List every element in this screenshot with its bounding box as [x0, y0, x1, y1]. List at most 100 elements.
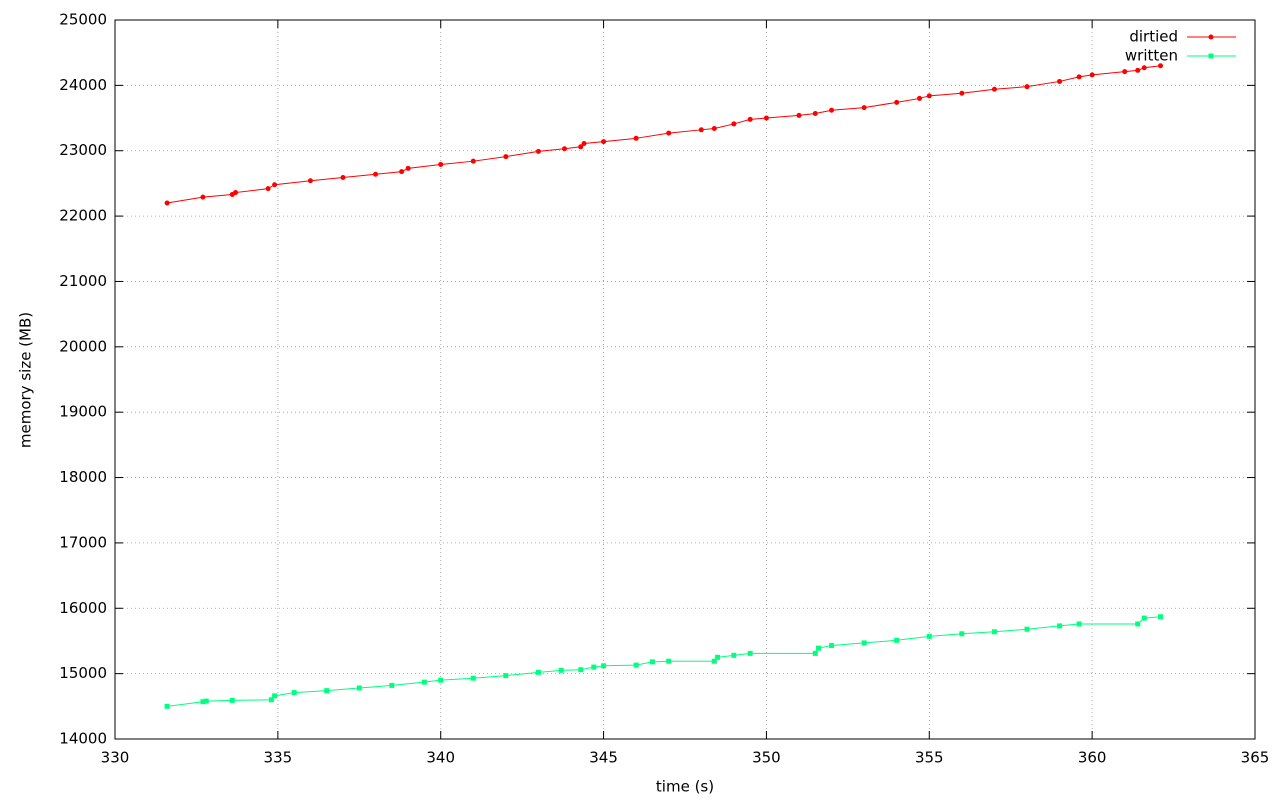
x-tick-label: 330 — [101, 749, 130, 767]
point — [711, 126, 717, 132]
point — [558, 667, 564, 673]
point — [698, 127, 704, 133]
point — [861, 105, 867, 111]
x-tick-label: 335 — [264, 749, 293, 767]
x-axis-label: time (s) — [656, 778, 714, 796]
point — [1076, 621, 1082, 627]
y-tick-label: 15000 — [59, 664, 107, 682]
point — [1089, 72, 1095, 78]
point — [1141, 615, 1147, 621]
legend-label: dirtied — [1129, 28, 1178, 46]
point — [399, 169, 405, 175]
point — [715, 654, 721, 660]
point — [272, 693, 278, 699]
point — [829, 107, 835, 113]
point — [959, 631, 965, 637]
point — [666, 658, 672, 664]
point — [470, 158, 476, 164]
point — [229, 697, 235, 703]
point — [796, 112, 802, 118]
point — [812, 110, 818, 116]
point — [340, 175, 346, 181]
y-tick-label: 17000 — [59, 533, 107, 551]
point — [373, 171, 379, 177]
point — [272, 182, 278, 188]
x-tick-label: 350 — [752, 749, 781, 767]
point — [438, 677, 444, 683]
y-tick-label: 19000 — [59, 403, 107, 421]
point — [1057, 623, 1063, 629]
point — [307, 178, 313, 184]
point — [578, 667, 584, 673]
point — [405, 165, 411, 171]
point — [1024, 626, 1030, 632]
y-axis-label: memory size (MB) — [17, 312, 35, 448]
point — [200, 699, 206, 705]
point — [1122, 69, 1128, 75]
y-tick-label: 21000 — [59, 272, 107, 290]
point — [535, 148, 541, 154]
point — [601, 139, 607, 145]
point — [926, 93, 932, 99]
y-tick-label: 23000 — [59, 141, 107, 159]
y-tick-label: 22000 — [59, 207, 107, 225]
y-tick-label: 18000 — [59, 468, 107, 486]
point — [959, 90, 965, 96]
point — [389, 682, 395, 688]
point — [763, 115, 769, 121]
point — [1024, 84, 1030, 90]
point — [829, 643, 835, 649]
point — [861, 640, 867, 646]
point — [633, 135, 639, 141]
series-line — [167, 616, 1161, 707]
y-tick-label: 25000 — [59, 11, 107, 29]
x-tick-label: 365 — [1241, 749, 1270, 767]
point — [324, 688, 330, 694]
point — [591, 664, 597, 670]
y-tick-label: 16000 — [59, 599, 107, 617]
point — [711, 658, 717, 664]
y-tick-label: 24000 — [59, 76, 107, 94]
point — [233, 190, 239, 196]
point — [649, 659, 655, 665]
point — [666, 130, 672, 136]
y-tick-label: 20000 — [59, 337, 107, 355]
point — [747, 116, 753, 122]
point — [731, 121, 737, 127]
point — [356, 685, 362, 691]
point — [633, 662, 639, 668]
point — [812, 650, 818, 656]
point — [1158, 614, 1164, 620]
point — [203, 698, 209, 704]
point — [894, 637, 900, 643]
point — [601, 663, 607, 669]
x-tick-label: 355 — [915, 749, 944, 767]
point — [200, 194, 206, 200]
point — [1135, 67, 1141, 73]
point — [894, 99, 900, 105]
point — [535, 669, 541, 675]
point — [421, 679, 427, 685]
point — [991, 629, 997, 635]
point — [731, 652, 737, 658]
point — [1076, 74, 1082, 80]
point — [581, 141, 587, 147]
point — [578, 144, 584, 150]
point — [1057, 78, 1063, 84]
legend-marker — [1208, 53, 1214, 59]
point — [991, 86, 997, 92]
point — [561, 146, 567, 152]
plot-frame — [114, 19, 1256, 740]
point — [503, 673, 509, 679]
point — [268, 697, 274, 703]
point — [747, 650, 753, 656]
point — [816, 645, 822, 651]
y-tick-label: 14000 — [59, 730, 107, 748]
point — [926, 633, 932, 639]
x-tick-label: 345 — [589, 749, 618, 767]
point — [1158, 63, 1164, 69]
point — [265, 186, 271, 192]
legend-marker — [1208, 34, 1214, 40]
point — [438, 161, 444, 167]
